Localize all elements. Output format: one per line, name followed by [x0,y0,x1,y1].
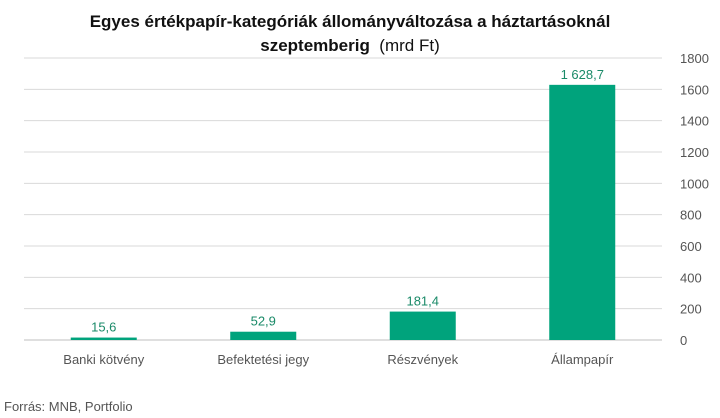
y-tick-label: 0 [680,333,687,348]
data-label: 52,9 [251,314,276,329]
title-unit: (mrd Ft) [379,36,440,55]
y-tick-label: 1800 [680,51,709,66]
y-tick-label: 400 [680,270,702,285]
x-tick-label: Részvények [387,352,458,367]
y-tick-label: 1000 [680,176,709,191]
y-tick-label: 600 [680,239,702,254]
x-tick-label: Állampapír [551,352,614,367]
x-tick-label: Banki kötvény [63,352,144,367]
title-line-1: Egyes értékpapír-kategóriák állományvált… [89,12,611,31]
y-tick-label: 800 [680,208,702,223]
y-tick-label: 1200 [680,145,709,160]
x-tick-label: Befektetési jegy [217,352,309,367]
y-tick-label: 200 [680,302,702,317]
data-label: 181,4 [406,294,439,309]
y-tick-label: 1400 [680,114,709,129]
y-tick-label: 1600 [680,82,709,97]
bar [389,311,456,340]
chart-title: Egyes értékpapír-kategóriák állományvált… [0,10,700,58]
bar [549,84,616,340]
source-note: Forrás: MNB, Portfolio [4,399,133,414]
data-label: 15,6 [91,320,116,335]
bar [230,331,297,340]
data-label: 1 628,7 [561,67,604,82]
title-line-2: szeptemberig [260,36,370,55]
bar [70,337,137,340]
